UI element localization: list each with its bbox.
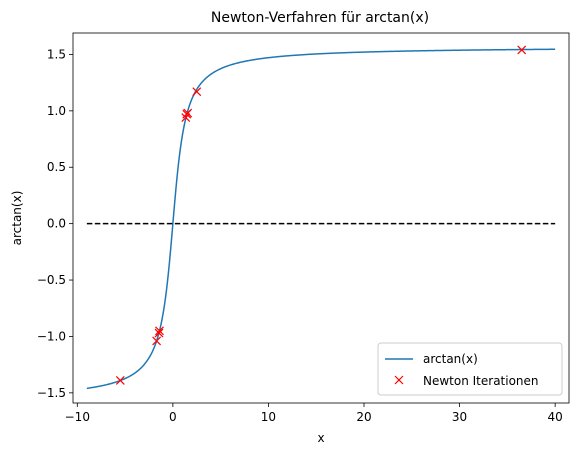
legend-label-newton: Newton Iterationen [423, 374, 539, 388]
plot-area [86, 45, 556, 390]
newton-marker-stroke [154, 328, 164, 338]
newton-marker [192, 87, 202, 97]
y-tick-label: −0.5 [37, 273, 66, 287]
legend-marker-swatch [394, 375, 404, 385]
newton-marker-stroke [517, 45, 527, 55]
x-tick-label: 10 [261, 410, 276, 424]
newton-marker-stroke [183, 108, 193, 118]
y-axis: −1.5 −1.0 −0.5 0.0 0.5 1.0 1.5 [37, 47, 73, 400]
x-tick-label: 30 [452, 410, 467, 424]
newton-marker [181, 113, 191, 123]
y-tick-label: −1.5 [37, 386, 66, 400]
newton-marker-stroke [155, 326, 164, 336]
chart-title: Newton-Verfahren für arctan(x) [211, 10, 429, 26]
y-tick-label: −1.0 [37, 329, 66, 343]
newton-marker-stroke [192, 87, 202, 97]
y-tick-label: 1.0 [47, 104, 66, 118]
newton-marker-stroke [181, 113, 191, 123]
y-axis-label: arctan(x) [10, 191, 24, 246]
newton-marker [154, 328, 164, 338]
newton-marker [517, 45, 527, 55]
newton-marker [115, 376, 125, 385]
x-axis: −10 0 10 20 30 40 [65, 403, 563, 424]
y-tick-label: 0.5 [47, 160, 66, 174]
newton-marker [155, 326, 164, 336]
plot-frame [72, 32, 570, 404]
newton-marker-stroke [115, 376, 125, 385]
newton-marker-stroke [152, 336, 162, 346]
x-tick-label: 20 [356, 410, 371, 424]
newton-marker [152, 336, 162, 346]
x-axis-label: x [317, 431, 324, 445]
x-tick-label: 40 [548, 410, 563, 424]
legend-box [377, 342, 563, 396]
legend: arctan(x) Newton Iterationen [377, 342, 563, 396]
x-tick-label: −10 [65, 410, 90, 424]
arctan-curve [86, 48, 556, 390]
legend-label-arctan: arctan(x) [423, 352, 478, 366]
y-tick-label: 0.0 [47, 217, 66, 231]
x-tick-label: 0 [169, 410, 177, 424]
y-tick-label: 1.5 [47, 47, 66, 61]
newton-marker [183, 108, 193, 118]
